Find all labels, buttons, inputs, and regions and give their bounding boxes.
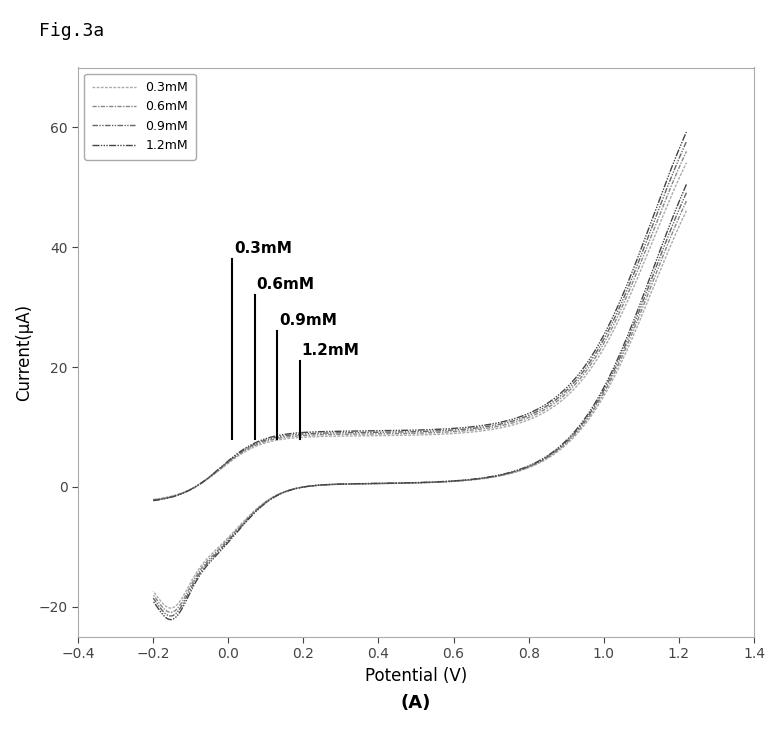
Text: 0.3mM: 0.3mM [234, 242, 292, 256]
Legend: 0.3mM, 0.6mM, 0.9mM, 1.2mM: 0.3mM, 0.6mM, 0.9mM, 1.2mM [84, 74, 196, 160]
Text: (A): (A) [401, 694, 431, 712]
Y-axis label: Current(μA): Current(μA) [15, 304, 33, 400]
Text: 0.6mM: 0.6mM [257, 278, 314, 292]
Text: 1.2mM: 1.2mM [302, 343, 360, 358]
Text: Fig.3a: Fig.3a [39, 22, 105, 40]
Text: 0.9mM: 0.9mM [279, 314, 337, 328]
X-axis label: Potential (V): Potential (V) [365, 667, 467, 685]
